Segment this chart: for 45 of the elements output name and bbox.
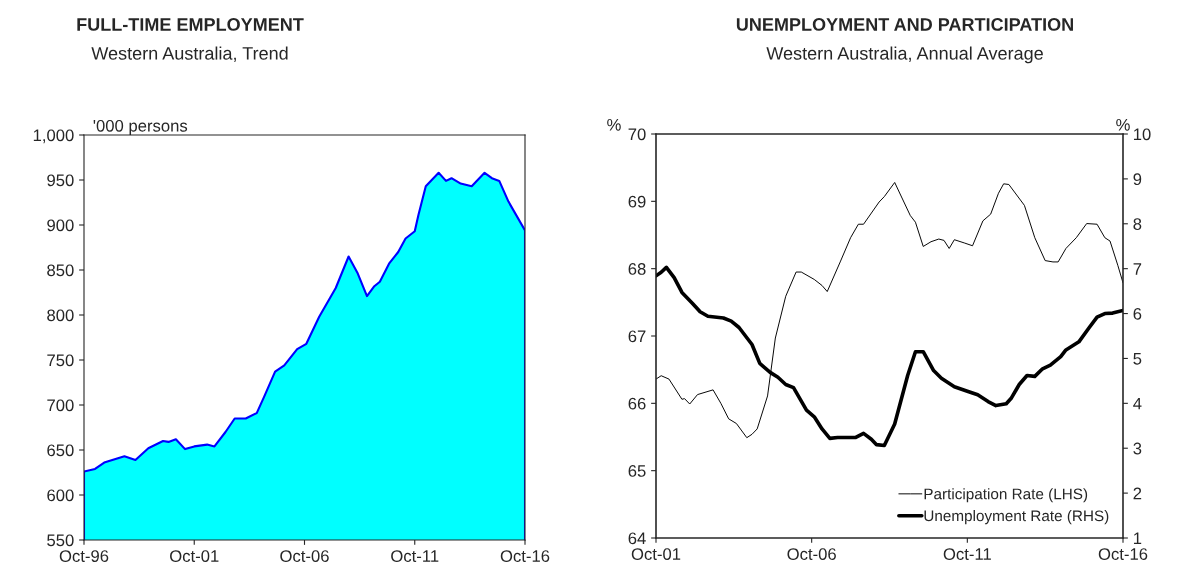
- chart-subtitle: Western Australia, Annual Average: [766, 46, 1043, 64]
- y2-tick-label: 5: [1133, 353, 1142, 365]
- y2-tick-label: 2: [1133, 487, 1142, 500]
- x-tick-label: Oct-11: [391, 550, 439, 562]
- y-tick-label: 950: [47, 174, 74, 187]
- x-tick-label: Oct-06: [280, 550, 329, 562]
- chart-title: UNEMPLOYMENT AND PARTICIPATION: [736, 18, 1073, 31]
- y2-tick-label: 8: [1133, 218, 1142, 230]
- y-tick-label: 700: [47, 399, 74, 412]
- y-axis-title: %: [607, 118, 621, 131]
- y2-axis-title: %: [1116, 118, 1130, 131]
- y-tick-label: 70: [628, 128, 646, 141]
- y-tick-label: 850: [47, 264, 74, 277]
- legend-label: Participation Rate (LHS): [924, 488, 1088, 503]
- x-tick-label: Oct-96: [59, 550, 109, 562]
- chart-subtitle: Western Australia, Trend: [91, 46, 288, 62]
- x-tick-label: Oct-16: [500, 550, 550, 562]
- y-axis-title: '000 persons: [93, 119, 188, 135]
- x-tick-label: Oct-01: [631, 548, 681, 560]
- y-tick-label: 650: [47, 444, 74, 457]
- y2-tick-label: 1: [1133, 532, 1142, 545]
- y-tick-label: 69: [628, 195, 646, 208]
- y-tick-label: 65: [628, 465, 646, 477]
- x-tick-label: Oct-16: [1098, 548, 1148, 560]
- y-tick-label: 68: [628, 263, 646, 275]
- y-tick-label: 64: [628, 532, 646, 545]
- y-tick-label: 550: [47, 534, 74, 547]
- x-tick-label: Oct-01: [170, 550, 219, 562]
- legend-label: Unemployment Rate (RHS): [924, 510, 1109, 525]
- chart-title: FULL-TIME EMPLOYMENT: [77, 18, 304, 31]
- y2-tick-label: 7: [1133, 263, 1142, 275]
- y-tick-label: 900: [47, 219, 74, 232]
- x-tick-label: Oct-11: [943, 548, 991, 560]
- y-tick-label: 1,000: [33, 129, 74, 144]
- y-tick-label: 750: [47, 354, 74, 367]
- y-tick-label: 600: [47, 489, 74, 502]
- y2-tick-label: 6: [1133, 307, 1142, 320]
- y-tick-label: 66: [628, 397, 646, 410]
- y2-tick-label: 4: [1133, 397, 1142, 410]
- y2-tick-label: 9: [1133, 173, 1142, 186]
- y-tick-label: 800: [47, 309, 74, 322]
- x-tick-label: Oct-06: [787, 548, 836, 560]
- y2-tick-label: 3: [1133, 442, 1142, 455]
- y-tick-label: 67: [628, 330, 646, 343]
- y2-tick-label: 10: [1133, 128, 1151, 141]
